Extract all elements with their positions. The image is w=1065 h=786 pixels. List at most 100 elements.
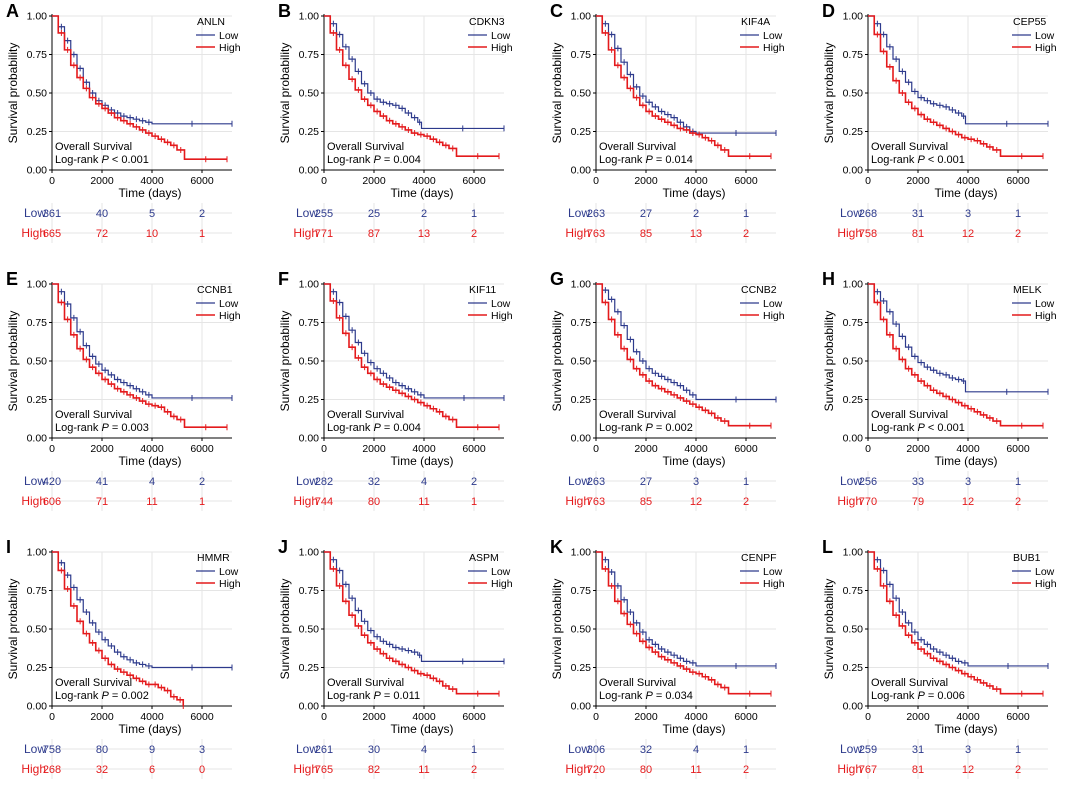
panel-letter: D xyxy=(822,1,835,21)
risk-row-label-high: High xyxy=(21,494,46,508)
annotation-overall-survival: Overall Survival xyxy=(599,141,676,153)
legend-gene-title: KIF4A xyxy=(741,16,770,28)
y-tick-label: 1.00 xyxy=(843,279,864,291)
risk-count-high: 1 xyxy=(199,228,205,240)
km-panel-H: 0.00 0.25 0.50 0.75 1.00 0 2000 4000 6000 Time (d… xyxy=(822,269,1057,511)
annotation-logrank: Log-rank P < 0.001 xyxy=(871,422,965,434)
x-tick-label: 2000 xyxy=(362,711,386,723)
censor-marks-low xyxy=(604,287,777,403)
legend-label-high: High xyxy=(491,310,513,322)
y-tick-label: 0.50 xyxy=(571,356,592,368)
survival-curve-high xyxy=(868,283,1043,427)
annotation-p-value: < 0.001 xyxy=(109,154,149,166)
y-tick-label: 1.00 xyxy=(27,11,48,23)
legend-gene-title: CEP55 xyxy=(1013,16,1046,28)
x-tick-label: 6000 xyxy=(462,711,486,723)
x-tick-label: 2000 xyxy=(634,443,658,455)
km-panel-A: 0.00 0.25 0.50 0.75 1.00 0 2000 4000 6000 Time (d… xyxy=(6,1,241,243)
annotation-logrank: Log-rank P = 0.003 xyxy=(55,422,149,434)
risk-count-high: 11 xyxy=(418,764,429,776)
annotation-logrank: Log-rank P = 0.006 xyxy=(871,690,965,702)
km-panel-E: 0.00 0.25 0.50 0.75 1.00 0 2000 4000 6000 Time (d… xyxy=(6,269,241,511)
survival-curve-low xyxy=(324,551,504,662)
risk-count-low: 3 xyxy=(199,744,205,756)
censor-marks-low xyxy=(60,23,233,127)
legend-gene-title: ASPM xyxy=(469,552,499,564)
risk-count-high: 6 xyxy=(149,764,155,776)
y-tick-label: 0.00 xyxy=(299,165,320,177)
x-tick-label: 0 xyxy=(49,711,55,723)
risk-count-low: 2 xyxy=(471,476,477,488)
km-panel-F: 0.00 0.25 0.50 0.75 1.00 0 2000 4000 6000 Time (d… xyxy=(278,269,513,511)
annotation-p-symbol: P xyxy=(373,422,381,434)
risk-count-low: 30 xyxy=(368,744,380,756)
risk-count-low: 2 xyxy=(199,208,205,220)
x-axis-title: Time (days) xyxy=(391,722,454,736)
risk-count-low: 758 xyxy=(43,744,61,756)
legend-label-low: Low xyxy=(1035,298,1055,310)
risk-row-label-low: Low xyxy=(296,474,318,488)
annotation-p-value: < 0.001 xyxy=(925,154,965,166)
y-tick-label: 0.50 xyxy=(843,356,864,368)
risk-row-label-low: Low xyxy=(840,742,862,756)
x-tick-label: 4000 xyxy=(140,443,164,455)
x-tick-label: 6000 xyxy=(190,443,214,455)
y-tick-label: 0.25 xyxy=(27,662,48,674)
x-tick-label: 2000 xyxy=(90,711,114,723)
y-axis-title: Survival probability xyxy=(278,43,292,144)
y-tick-label: 0.50 xyxy=(571,624,592,636)
survival-curve-high xyxy=(324,551,499,695)
legend-label-high: High xyxy=(491,578,513,590)
risk-count-high: 81 xyxy=(912,228,924,240)
panel-letter: A xyxy=(6,1,19,21)
x-tick-label: 0 xyxy=(593,443,599,455)
y-tick-label: 0.75 xyxy=(299,49,320,61)
risk-count-high: 767 xyxy=(859,764,877,776)
annotation-p-symbol: P xyxy=(101,422,109,434)
risk-row-label-high: High xyxy=(293,226,318,240)
x-tick-label: 6000 xyxy=(462,175,486,187)
x-tick-label: 4000 xyxy=(140,175,164,187)
risk-count-high: 11 xyxy=(146,496,157,508)
risk-row-label-high: High xyxy=(837,494,862,508)
y-tick-label: 0.00 xyxy=(843,433,864,445)
censor-marks-low xyxy=(60,559,233,671)
x-tick-label: 2000 xyxy=(362,175,386,187)
censor-marks-high xyxy=(876,565,1044,697)
y-axis-title: Survival probability xyxy=(278,311,292,412)
annotation-p-value: = 0.011 xyxy=(381,690,420,702)
risk-count-low: 25 xyxy=(368,208,380,220)
x-tick-label: 6000 xyxy=(1006,711,1030,723)
annotation-logrank-label: Log-rank xyxy=(55,154,101,166)
censor-marks-low xyxy=(876,288,1049,395)
x-tick-label: 4000 xyxy=(956,443,980,455)
y-tick-label: 1.00 xyxy=(27,547,48,559)
y-tick-label: 0.00 xyxy=(299,701,320,713)
risk-count-high: 2 xyxy=(1015,764,1021,776)
legend-label-low: Low xyxy=(491,566,511,578)
risk-count-high: 2 xyxy=(743,228,749,240)
annotation-overall-survival: Overall Survival xyxy=(871,409,948,421)
y-axis-title: Survival probability xyxy=(550,43,564,144)
annotation-p-symbol: P xyxy=(917,154,925,166)
x-axis-title: Time (days) xyxy=(119,454,182,468)
risk-count-high: 11 xyxy=(690,764,701,776)
panel-letter: I xyxy=(6,537,11,557)
annotation-p-value: = 0.014 xyxy=(653,154,693,166)
panel-letter: E xyxy=(6,269,18,289)
x-tick-label: 4000 xyxy=(140,711,164,723)
risk-count-low: 27 xyxy=(640,208,652,220)
survival-curve-low xyxy=(596,551,776,667)
annotation-p-value: = 0.006 xyxy=(925,690,965,702)
survival-curve-high xyxy=(596,283,771,427)
y-axis-title: Survival probability xyxy=(278,579,292,680)
censor-marks-low xyxy=(332,288,505,401)
